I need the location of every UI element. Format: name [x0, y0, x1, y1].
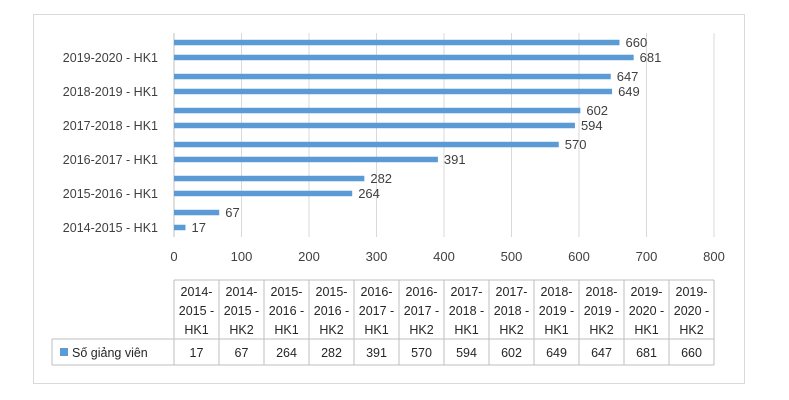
y-category-label: 2014-2015 - HK1: [63, 221, 158, 235]
table-header-text: 2017-: [451, 285, 483, 299]
table-header-text: 2015-: [271, 285, 303, 299]
x-tick-label: 200: [298, 249, 320, 264]
table-value: 602: [501, 346, 522, 360]
legend-series-name: Số giảng viên: [72, 346, 148, 360]
table-header-text: 2019 -: [584, 304, 619, 318]
table-value: 17: [190, 346, 204, 360]
table-value: 264: [276, 346, 297, 360]
table-header-text: HK2: [409, 323, 433, 337]
table-value: 391: [366, 346, 387, 360]
table-header-text: 2017 -: [404, 304, 439, 318]
bar: [174, 39, 620, 46]
bar: [174, 107, 581, 114]
table-header-text: 2014-: [226, 285, 258, 299]
x-tick-label: 800: [703, 249, 725, 264]
table-header-text: 2019-: [676, 285, 708, 299]
table-header-text: 2020 -: [629, 304, 664, 318]
data-label: 649: [618, 84, 640, 99]
table-header-text: 2016 -: [269, 304, 304, 318]
table-header-text: 2019-: [631, 285, 663, 299]
table-header-text: 2016 -: [314, 304, 349, 318]
table-header-text: 2015 -: [179, 304, 214, 318]
data-label: 264: [358, 186, 380, 201]
bar: [174, 190, 353, 197]
table-value: 660: [681, 346, 702, 360]
x-tick-label: 300: [366, 249, 388, 264]
bar: [174, 156, 438, 163]
bar: [174, 73, 611, 80]
table-header-text: HK2: [499, 323, 523, 337]
table-header-text: 2014-: [181, 285, 213, 299]
bar: [174, 224, 186, 231]
table-value: 649: [546, 346, 567, 360]
x-tick-label: 700: [636, 249, 658, 264]
x-tick-label: 0: [170, 249, 177, 264]
table-header-text: 2019 -: [539, 304, 574, 318]
y-category-label: 2017-2018 - HK1: [63, 119, 158, 133]
table-header-text: HK1: [454, 323, 478, 337]
data-label: 660: [626, 35, 648, 50]
x-tick-label: 100: [231, 249, 253, 264]
data-label: 391: [444, 152, 466, 167]
x-tick-label: 600: [568, 249, 590, 264]
table-header-text: HK1: [634, 323, 658, 337]
table-header-text: 2018-: [586, 285, 618, 299]
data-label: 17: [191, 220, 205, 235]
data-label: 647: [617, 69, 639, 84]
bar: [174, 54, 634, 61]
y-category-label: 2015-2016 - HK1: [63, 187, 158, 201]
table-value: 647: [591, 346, 612, 360]
table-header-text: 2017-: [496, 285, 528, 299]
table-header-text: 2018-: [541, 285, 573, 299]
table-header-text: HK2: [229, 323, 253, 337]
table-header-text: 2016-: [406, 285, 438, 299]
table-header-text: 2015 -: [224, 304, 259, 318]
table-header-text: 2018 -: [494, 304, 529, 318]
data-label: 67: [225, 205, 239, 220]
table-header-text: 2015-: [316, 285, 348, 299]
y-category-label: 2018-2019 - HK1: [63, 85, 158, 99]
table-header-text: 2016-: [361, 285, 393, 299]
y-category-label: 2016-2017 - HK1: [63, 153, 158, 167]
table-header-text: HK1: [364, 323, 388, 337]
table-value: 570: [411, 346, 432, 360]
table-header-text: 2018 -: [449, 304, 484, 318]
table-value: 594: [456, 346, 477, 360]
table-header-text: HK2: [679, 323, 703, 337]
data-label: 602: [586, 103, 608, 118]
bar: [174, 141, 559, 148]
data-label: 681: [640, 50, 662, 65]
legend-key: [60, 348, 68, 356]
table-header-text: HK1: [544, 323, 568, 337]
table-header-text: HK1: [184, 323, 208, 337]
bar: [174, 88, 613, 95]
bar: [174, 209, 220, 216]
table-value: 67: [235, 346, 249, 360]
table-value: 681: [636, 346, 657, 360]
table-header-text: 2017 -: [359, 304, 394, 318]
data-label: 570: [565, 137, 587, 152]
table-header-text: HK2: [589, 323, 613, 337]
x-tick-label: 500: [501, 249, 523, 264]
table-header-text: HK2: [319, 323, 343, 337]
x-tick-label: 400: [433, 249, 455, 264]
chart-frame: 0 100 200 300 400 500 600 700 800 17 67 264 282 391 57…: [33, 14, 745, 384]
data-label: 282: [370, 171, 392, 186]
y-category-label: 2019-2020 - HK1: [63, 51, 158, 65]
table-header-text: 2020 -: [674, 304, 709, 318]
table-header-text: HK1: [274, 323, 298, 337]
data-label: 594: [581, 118, 603, 133]
table-value: 282: [321, 346, 342, 360]
bar: [174, 175, 365, 182]
bar: [174, 122, 575, 129]
bar-chart: 0 100 200 300 400 500 600 700 800176726428239157…: [51, 33, 725, 366]
